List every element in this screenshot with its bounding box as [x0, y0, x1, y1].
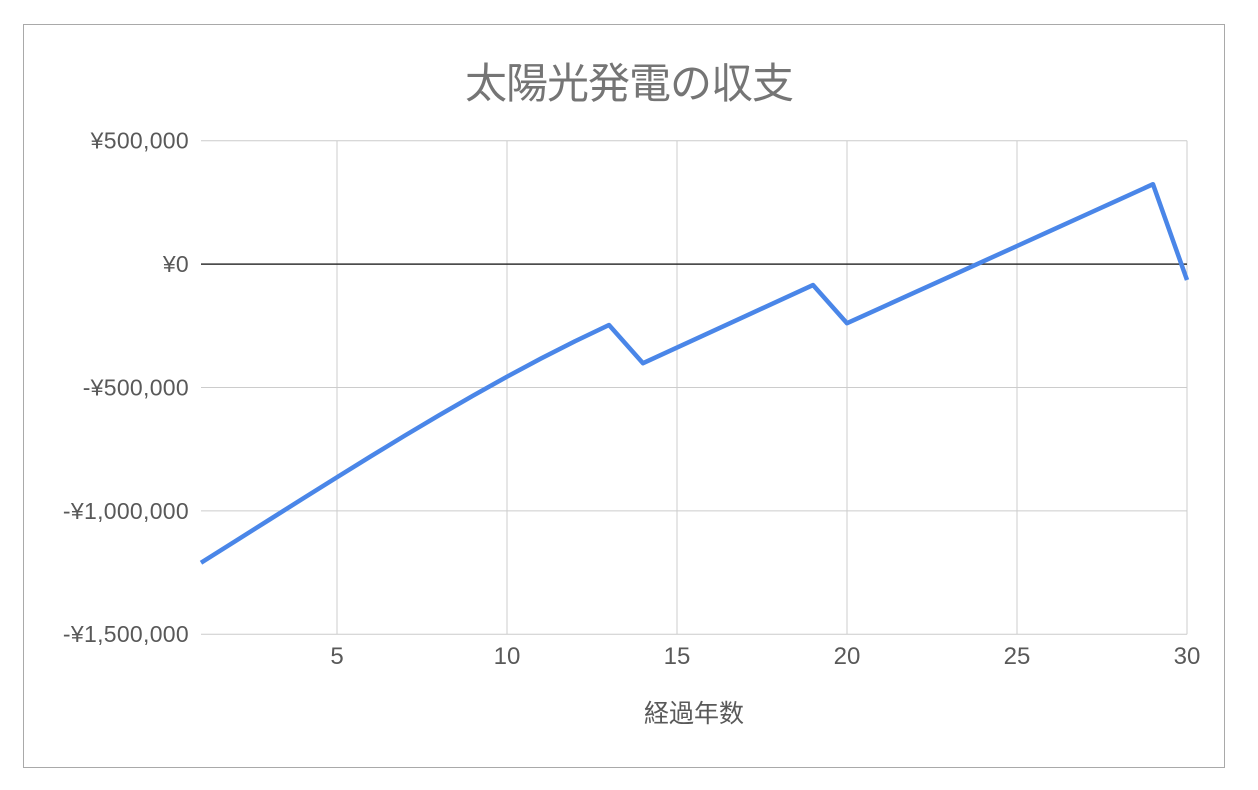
svg-text:15: 15 [664, 643, 691, 670]
svg-text:30: 30 [1174, 643, 1201, 670]
svg-text:-¥500,000: -¥500,000 [83, 374, 189, 400]
svg-text:20: 20 [834, 643, 861, 670]
svg-text:-¥1,000,000: -¥1,000,000 [63, 498, 189, 524]
svg-text:-¥1,500,000: -¥1,500,000 [63, 621, 189, 647]
svg-text:25: 25 [1004, 643, 1031, 670]
svg-text:¥0: ¥0 [162, 251, 189, 277]
svg-text:¥500,000: ¥500,000 [90, 128, 189, 154]
svg-text:経過年数: 経過年数 [644, 700, 744, 728]
svg-text:5: 5 [330, 643, 343, 670]
svg-text:10: 10 [494, 643, 521, 670]
